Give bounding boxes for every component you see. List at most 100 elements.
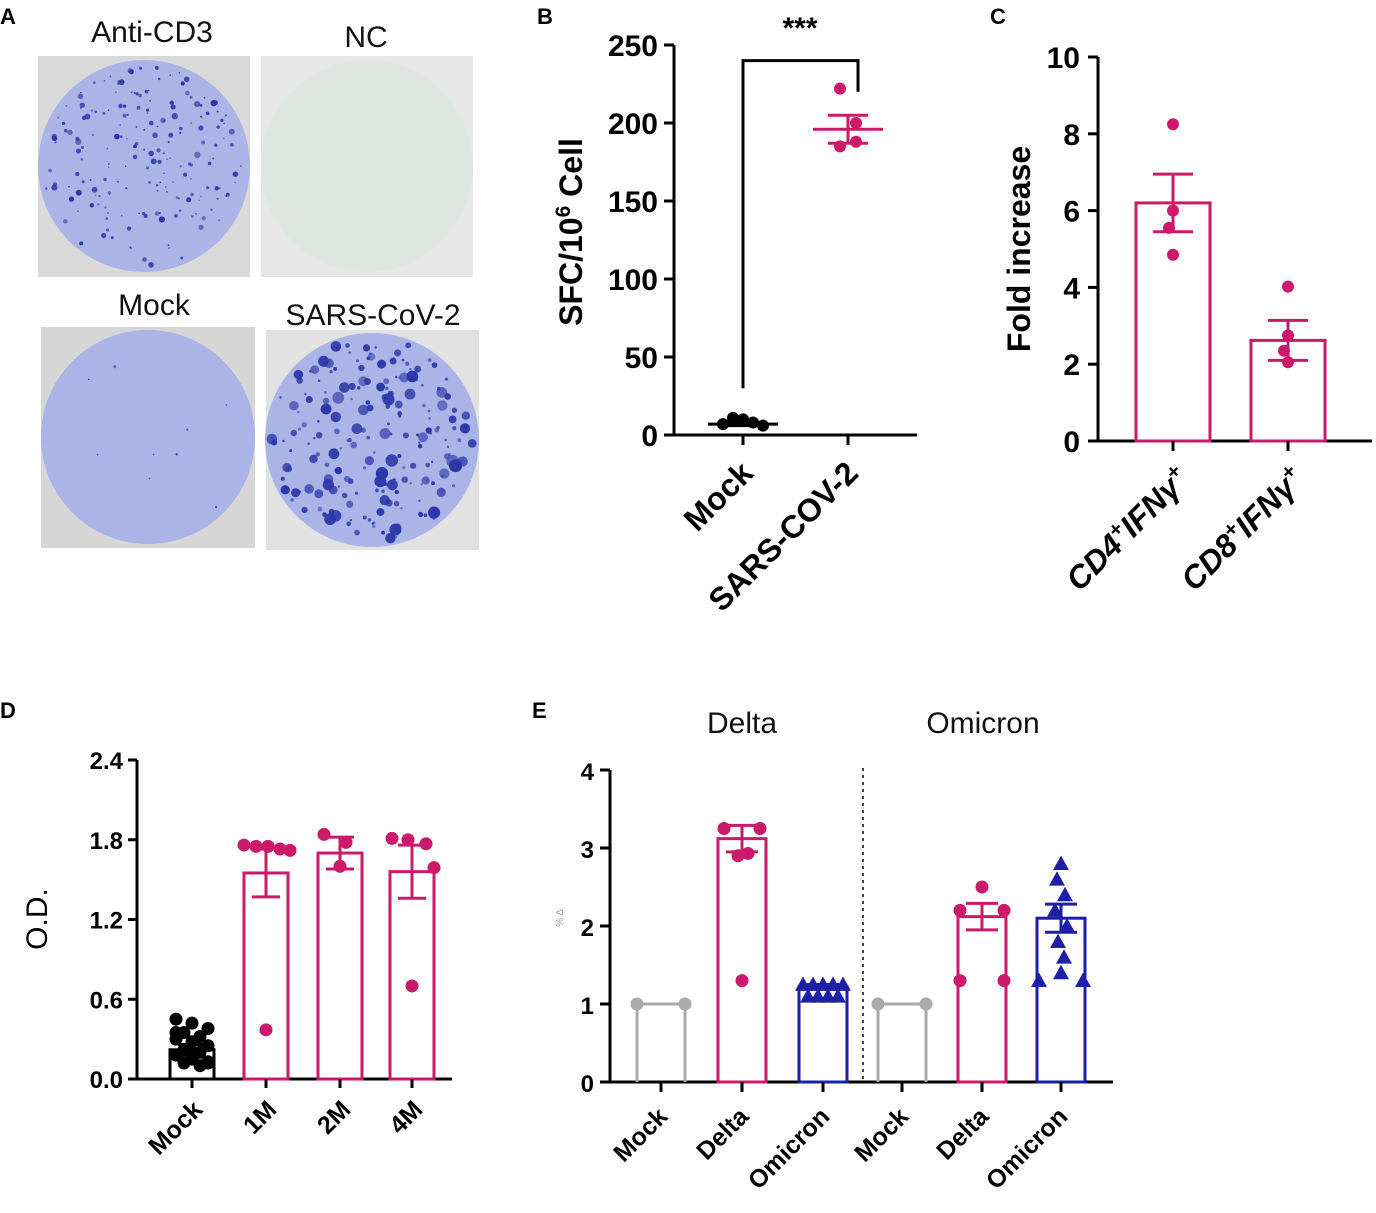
- well-spot: [421, 384, 424, 387]
- well-spot: [79, 241, 84, 246]
- well-title-sars-cov-2: SARS-CoV-2: [285, 299, 460, 332]
- well-spot: [113, 365, 117, 369]
- well-spot: [214, 505, 218, 509]
- well-spot: [89, 203, 95, 208]
- well-spot: [150, 158, 157, 165]
- data-point: [741, 846, 755, 860]
- well-spot: [350, 441, 358, 449]
- well-spot: [117, 80, 120, 83]
- well-spot: [360, 427, 366, 433]
- well-spot: [167, 244, 170, 247]
- well-spot: [443, 453, 450, 460]
- well-spot: [280, 485, 290, 495]
- y-tick-label-d: 2.4: [90, 748, 124, 775]
- well-spot: [389, 432, 393, 436]
- data-point: [830, 988, 846, 1003]
- well-spot: [315, 431, 323, 439]
- well-spot: [148, 120, 154, 126]
- well-spot: [163, 172, 165, 175]
- well-spot: [297, 410, 300, 414]
- well-spot: [79, 102, 85, 108]
- well-spot: [397, 453, 402, 459]
- data-point: [401, 833, 415, 847]
- data-point: [169, 1025, 183, 1039]
- well-spot: [156, 189, 159, 192]
- y-tick-label-d: 1.8: [90, 828, 123, 855]
- well-spot: [178, 126, 183, 131]
- data-point: [1049, 871, 1065, 886]
- y-axis-label-b-sup: 6: [552, 206, 575, 218]
- well-spot: [105, 228, 110, 232]
- well-spot: [75, 148, 82, 154]
- y-axis-label-c: Fold increase: [1001, 146, 1037, 352]
- well-spot: [358, 404, 369, 416]
- well-spot: [366, 435, 371, 440]
- well-spot: [456, 467, 460, 470]
- well-spot: [80, 157, 84, 161]
- y-tick-label-c: 8: [1063, 119, 1080, 152]
- well-spot: [448, 415, 457, 424]
- well-spot: [154, 65, 159, 70]
- well-spot: [282, 462, 292, 473]
- data-point: [405, 979, 419, 993]
- well-spot: [418, 432, 428, 443]
- well-spot: [160, 117, 166, 124]
- well-title-mock: Mock: [118, 289, 191, 322]
- y-tick-label-c: 6: [1063, 196, 1080, 229]
- well-spot: [147, 89, 150, 92]
- data-point: [1278, 344, 1290, 357]
- axes-b: [672, 45, 917, 437]
- well-spot: [329, 370, 333, 374]
- well-spot: [354, 529, 360, 536]
- data-point: [185, 1045, 199, 1059]
- well-spot: [339, 382, 350, 393]
- well-spot: [420, 483, 423, 486]
- well-spot: [104, 206, 107, 209]
- data-point: [273, 842, 287, 856]
- well-spot: [89, 179, 92, 181]
- well-spot: [156, 148, 161, 153]
- data-point: [737, 413, 749, 426]
- well-spot: [94, 194, 97, 197]
- well-spot: [320, 403, 332, 415]
- panel-letter-b: B: [537, 4, 553, 29]
- well-spot: [143, 148, 146, 151]
- group-title-omicron: Omicron: [926, 707, 1039, 740]
- y-tick-label-c: 2: [1063, 349, 1080, 382]
- well-spot: [57, 116, 60, 119]
- well-spot: [323, 391, 327, 394]
- x-category-label-d: 2M: [312, 1095, 356, 1139]
- well-spot: [385, 386, 389, 391]
- well-spot: [414, 365, 422, 373]
- well-spot: [136, 105, 141, 110]
- y-axis-label-e: % Δ: [555, 909, 566, 927]
- well-spot: [394, 375, 398, 379]
- well-spot: [210, 208, 213, 211]
- well-spot: [119, 123, 122, 126]
- well-spot: [48, 168, 52, 173]
- well-spot: [234, 181, 236, 184]
- well-spot: [175, 453, 178, 456]
- well-spot: [232, 171, 239, 177]
- well-spot: [185, 90, 190, 96]
- well-spot: [401, 358, 405, 362]
- data-point: [747, 416, 759, 429]
- well-spot: [96, 453, 99, 456]
- data-point: [419, 837, 433, 851]
- panel-c-fold-increase: Fold increase 0 2 4 6 8 10 CD4+IFNγ+CD8+IFNγ+: [1001, 42, 1372, 598]
- well-spot: [400, 506, 403, 510]
- well-spot: [219, 187, 221, 190]
- panel-a-elispot-wells: Anti-CD3 NC Mock SARS-CoV-2: [38, 16, 479, 550]
- panel-b-sfc-scatter: SFC/106 Cell *** 050100150200250MockSARS…: [552, 12, 917, 618]
- data-point: [757, 419, 769, 432]
- x-category-label-c: CD4+IFNγ+: [1058, 460, 1196, 598]
- well-spot: [124, 165, 127, 168]
- well-spot: [230, 143, 234, 147]
- well-spot: [179, 165, 182, 168]
- well-spot: [225, 194, 228, 197]
- data-point: [201, 1056, 215, 1070]
- well-spot: [165, 190, 168, 194]
- well-spot: [446, 445, 450, 449]
- panel-letter-d: D: [0, 698, 16, 723]
